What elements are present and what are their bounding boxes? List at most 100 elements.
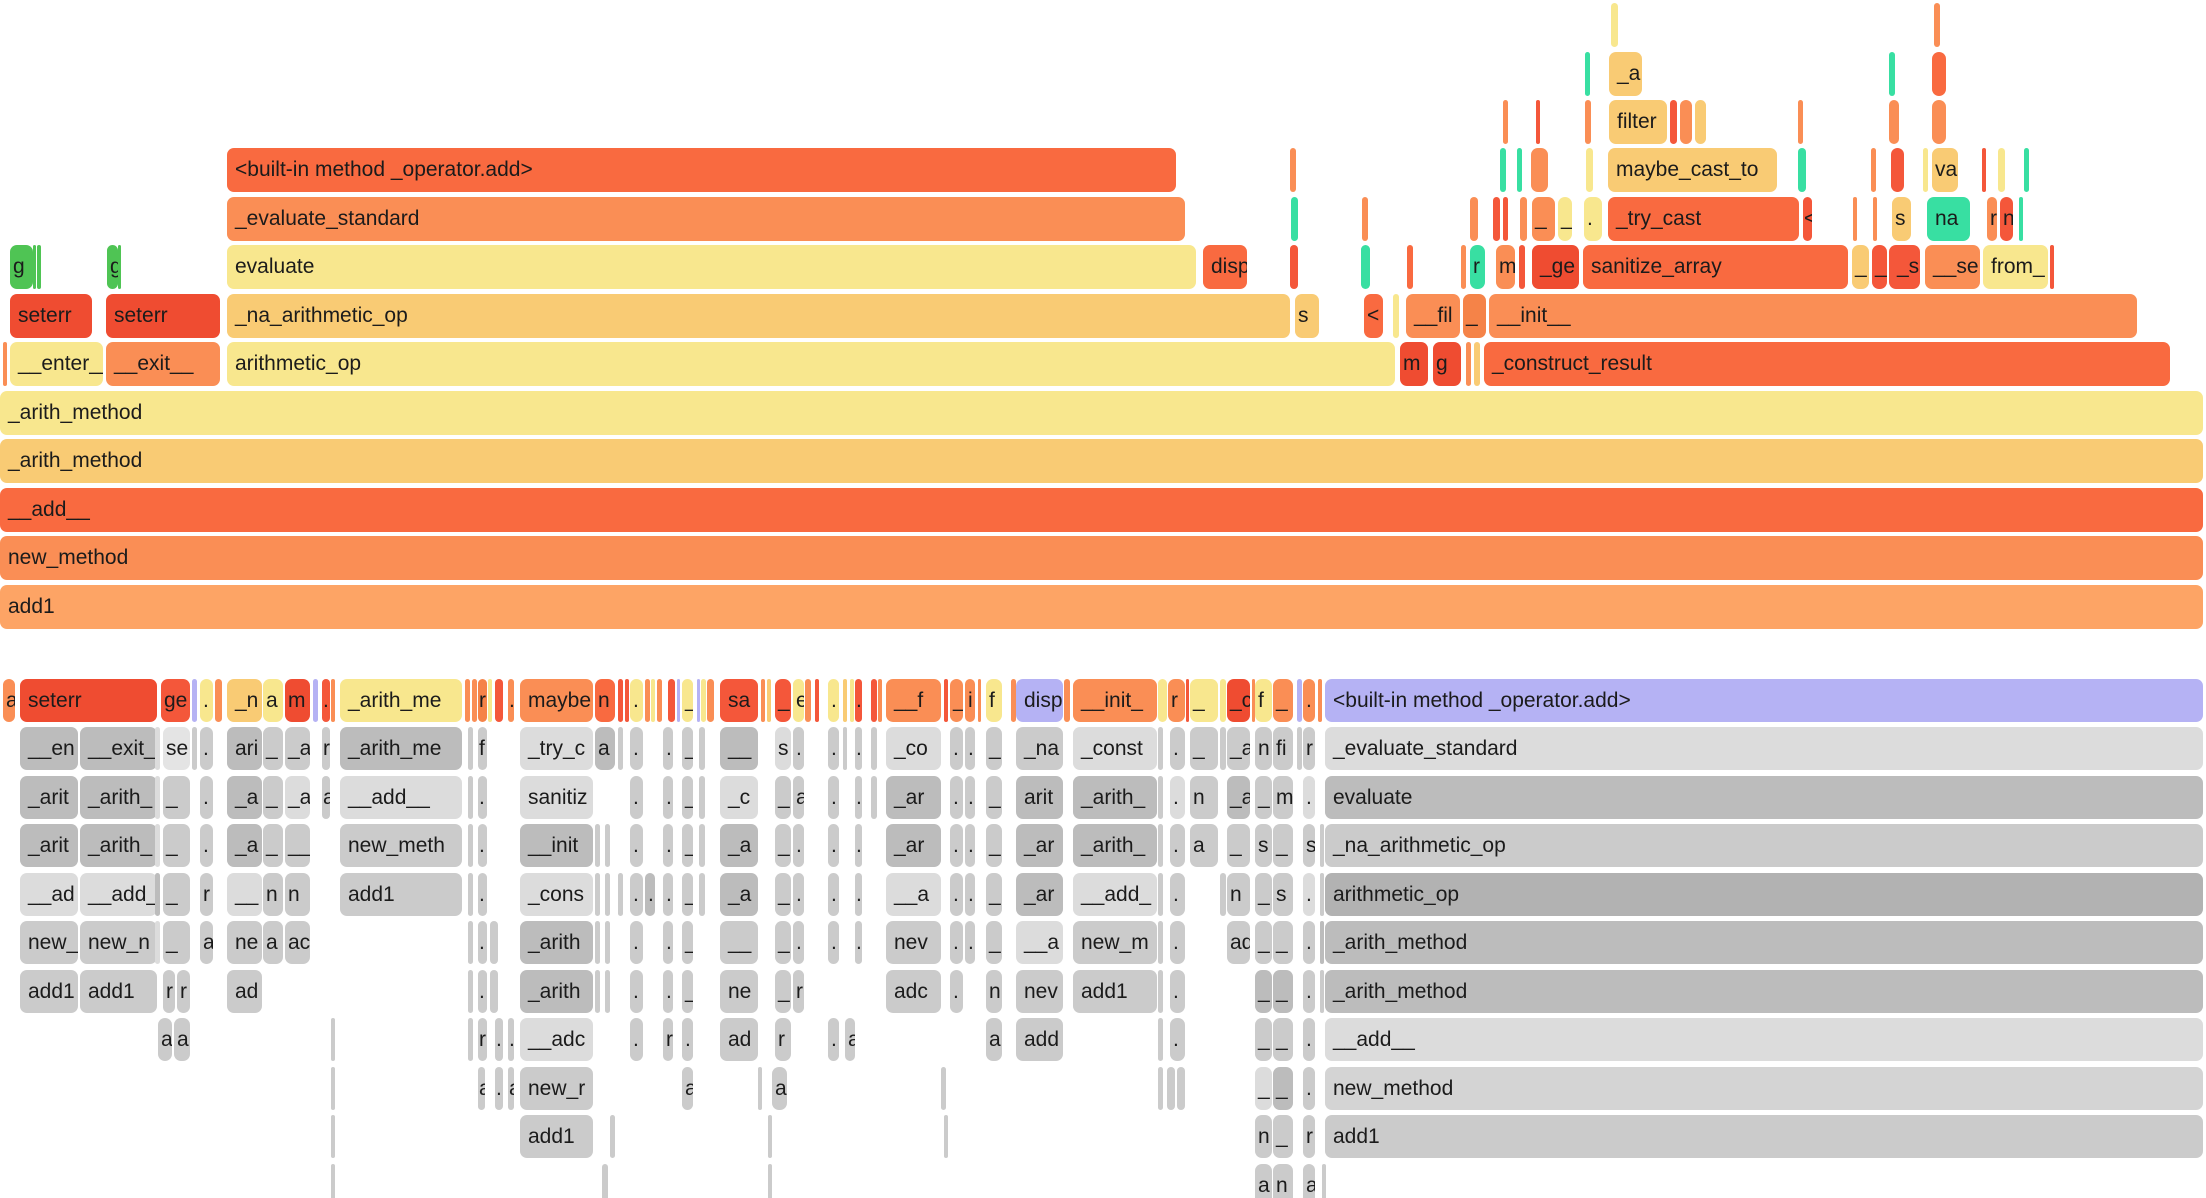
frame-[interactable]: . xyxy=(508,679,514,722)
frame-[interactable]: . xyxy=(630,776,643,819)
frame-sliver[interactable] xyxy=(1474,342,1480,386)
frame-sliver[interactable] xyxy=(1158,727,1163,770)
frame-sliver[interactable] xyxy=(468,873,473,916)
frame-sliver[interactable] xyxy=(595,873,600,916)
frame-sliver[interactable] xyxy=(1531,148,1548,192)
frame-[interactable]: _ xyxy=(682,873,693,916)
frame-[interactable]: _ xyxy=(986,727,1002,770)
frame-add[interactable]: __add_ xyxy=(1073,873,1157,916)
frame-se[interactable]: __se xyxy=(1925,245,1980,289)
frame-n[interactable]: _n xyxy=(227,679,262,722)
frame-sliver[interactable] xyxy=(2050,245,2054,289)
frame-sliver[interactable] xyxy=(595,824,600,867)
frame-[interactable]: _ xyxy=(986,921,1002,964)
frame-s[interactable]: _s xyxy=(1889,245,1920,289)
frame-ar[interactable]: _ar xyxy=(886,824,941,867)
frame-sliver[interactable] xyxy=(1407,245,1413,289)
frame-arit[interactable]: arit xyxy=(1016,776,1063,819)
frame-sliver[interactable] xyxy=(618,727,623,770)
frame-maybe[interactable]: maybe xyxy=(520,679,593,722)
frame-evaluate[interactable]: evaluate xyxy=(1325,776,2203,819)
frame-[interactable]: . xyxy=(1303,970,1315,1013)
frame-[interactable]: . xyxy=(1170,776,1185,819)
frame-sliver[interactable] xyxy=(331,679,335,722)
frame-a[interactable]: _a xyxy=(285,776,310,819)
frame-sliver[interactable] xyxy=(1611,3,1618,47)
frame-[interactable]: . xyxy=(855,727,862,770)
frame-sliver[interactable] xyxy=(1362,197,1368,241)
frame-sliver[interactable] xyxy=(697,679,700,722)
frame-a[interactable]: __a xyxy=(886,873,941,916)
frame-sliver[interactable] xyxy=(1466,342,1471,386)
frame-[interactable]: . xyxy=(322,679,330,722)
frame-arith_method[interactable]: _arith_method xyxy=(1325,970,2203,1013)
frame-[interactable]: __ xyxy=(720,921,758,964)
frame-[interactable]: . xyxy=(950,776,963,819)
frame-sliver[interactable] xyxy=(1158,1018,1163,1061)
frame-sliver[interactable] xyxy=(605,873,610,916)
frame-sliver[interactable] xyxy=(468,970,473,1013)
frame-sliver[interactable] xyxy=(1695,100,1706,144)
frame-sliver[interactable] xyxy=(610,1115,615,1158)
frame-new_method[interactable]: new_method xyxy=(0,536,2203,580)
frame-r[interactable]: r xyxy=(1168,679,1185,722)
frame-sliver[interactable] xyxy=(33,245,36,289)
frame-sliver[interactable] xyxy=(1158,970,1163,1013)
frame-g[interactable]: g xyxy=(1433,342,1461,386)
frame-ari[interactable]: ari xyxy=(227,727,262,770)
frame-sliver[interactable] xyxy=(1470,197,1478,241)
frame-arith_method[interactable]: _arith_method xyxy=(0,439,2203,483)
frame-na[interactable]: na xyxy=(1927,197,1970,241)
frame-[interactable]: _ xyxy=(775,970,791,1013)
frame-[interactable]: __ xyxy=(720,727,758,770)
frame-ge[interactable]: _ge xyxy=(1532,245,1579,289)
frame-[interactable]: _ xyxy=(1255,1067,1272,1110)
frame-a[interactable]: a xyxy=(845,1018,855,1061)
frame-f[interactable]: f xyxy=(1255,679,1272,722)
frame-[interactable]: . xyxy=(950,727,963,770)
frame-r[interactable]: r xyxy=(322,727,330,770)
frame-sliver[interactable] xyxy=(331,1018,335,1061)
frame-sliver[interactable] xyxy=(2019,197,2023,241)
frame-[interactable]: . xyxy=(478,824,487,867)
frame-sliver[interactable] xyxy=(1798,100,1803,144)
frame-n[interactable]: n xyxy=(285,873,310,916)
frame-a[interactable]: _a xyxy=(720,824,758,867)
frame-[interactable]: . xyxy=(793,921,804,964)
frame-[interactable]: . xyxy=(1303,1067,1315,1110)
frame-sliver[interactable] xyxy=(1320,921,1324,964)
frame-sliver[interactable] xyxy=(1158,679,1167,722)
frame-ne[interactable]: ne xyxy=(720,970,758,1013)
frame-sliver[interactable] xyxy=(1461,245,1466,289)
frame-sliver[interactable] xyxy=(843,679,847,722)
frame-nev[interactable]: nev xyxy=(886,921,941,964)
frame-built_in_method_operator_add[interactable]: <built-in method _operator.add> xyxy=(1325,679,2203,722)
frame-sliver[interactable] xyxy=(1798,148,1806,192)
frame-seterr[interactable]: seterr xyxy=(20,679,157,722)
frame-r[interactable]: r xyxy=(478,679,487,722)
frame-na_arithmetic_op[interactable]: _na_arithmetic_op xyxy=(1325,824,2203,867)
frame-[interactable]: . xyxy=(1303,873,1315,916)
frame-add1[interactable]: add1 xyxy=(1073,970,1157,1013)
frame-ad[interactable]: __ad xyxy=(20,873,78,916)
frame-sanitize_array[interactable]: sanitize_array xyxy=(1583,245,1848,289)
frame-sliver[interactable] xyxy=(488,679,492,722)
frame-sliver[interactable] xyxy=(699,873,705,916)
frame-na[interactable]: _na xyxy=(1016,727,1063,770)
frame-i[interactable]: i xyxy=(965,679,975,722)
frame-[interactable]: . xyxy=(630,679,643,722)
frame-sliver[interactable] xyxy=(618,679,623,722)
frame-[interactable]: . xyxy=(1303,921,1315,964)
frame-ad[interactable]: ad xyxy=(720,1018,758,1061)
frame-sliver[interactable] xyxy=(1889,100,1899,144)
frame-sliver[interactable] xyxy=(651,679,655,722)
frame-[interactable]: . xyxy=(828,824,839,867)
frame-adc[interactable]: __adc xyxy=(520,1018,593,1061)
frame-f[interactable]: f xyxy=(478,727,487,770)
frame-a[interactable]: a xyxy=(772,1067,787,1110)
frame-add1[interactable]: add1 xyxy=(80,970,157,1013)
frame-sliver[interactable] xyxy=(3,342,7,386)
frame-a[interactable]: _a xyxy=(227,776,262,819)
frame-arit[interactable]: _arit xyxy=(20,776,78,819)
frame-a[interactable]: a xyxy=(986,1018,1002,1061)
